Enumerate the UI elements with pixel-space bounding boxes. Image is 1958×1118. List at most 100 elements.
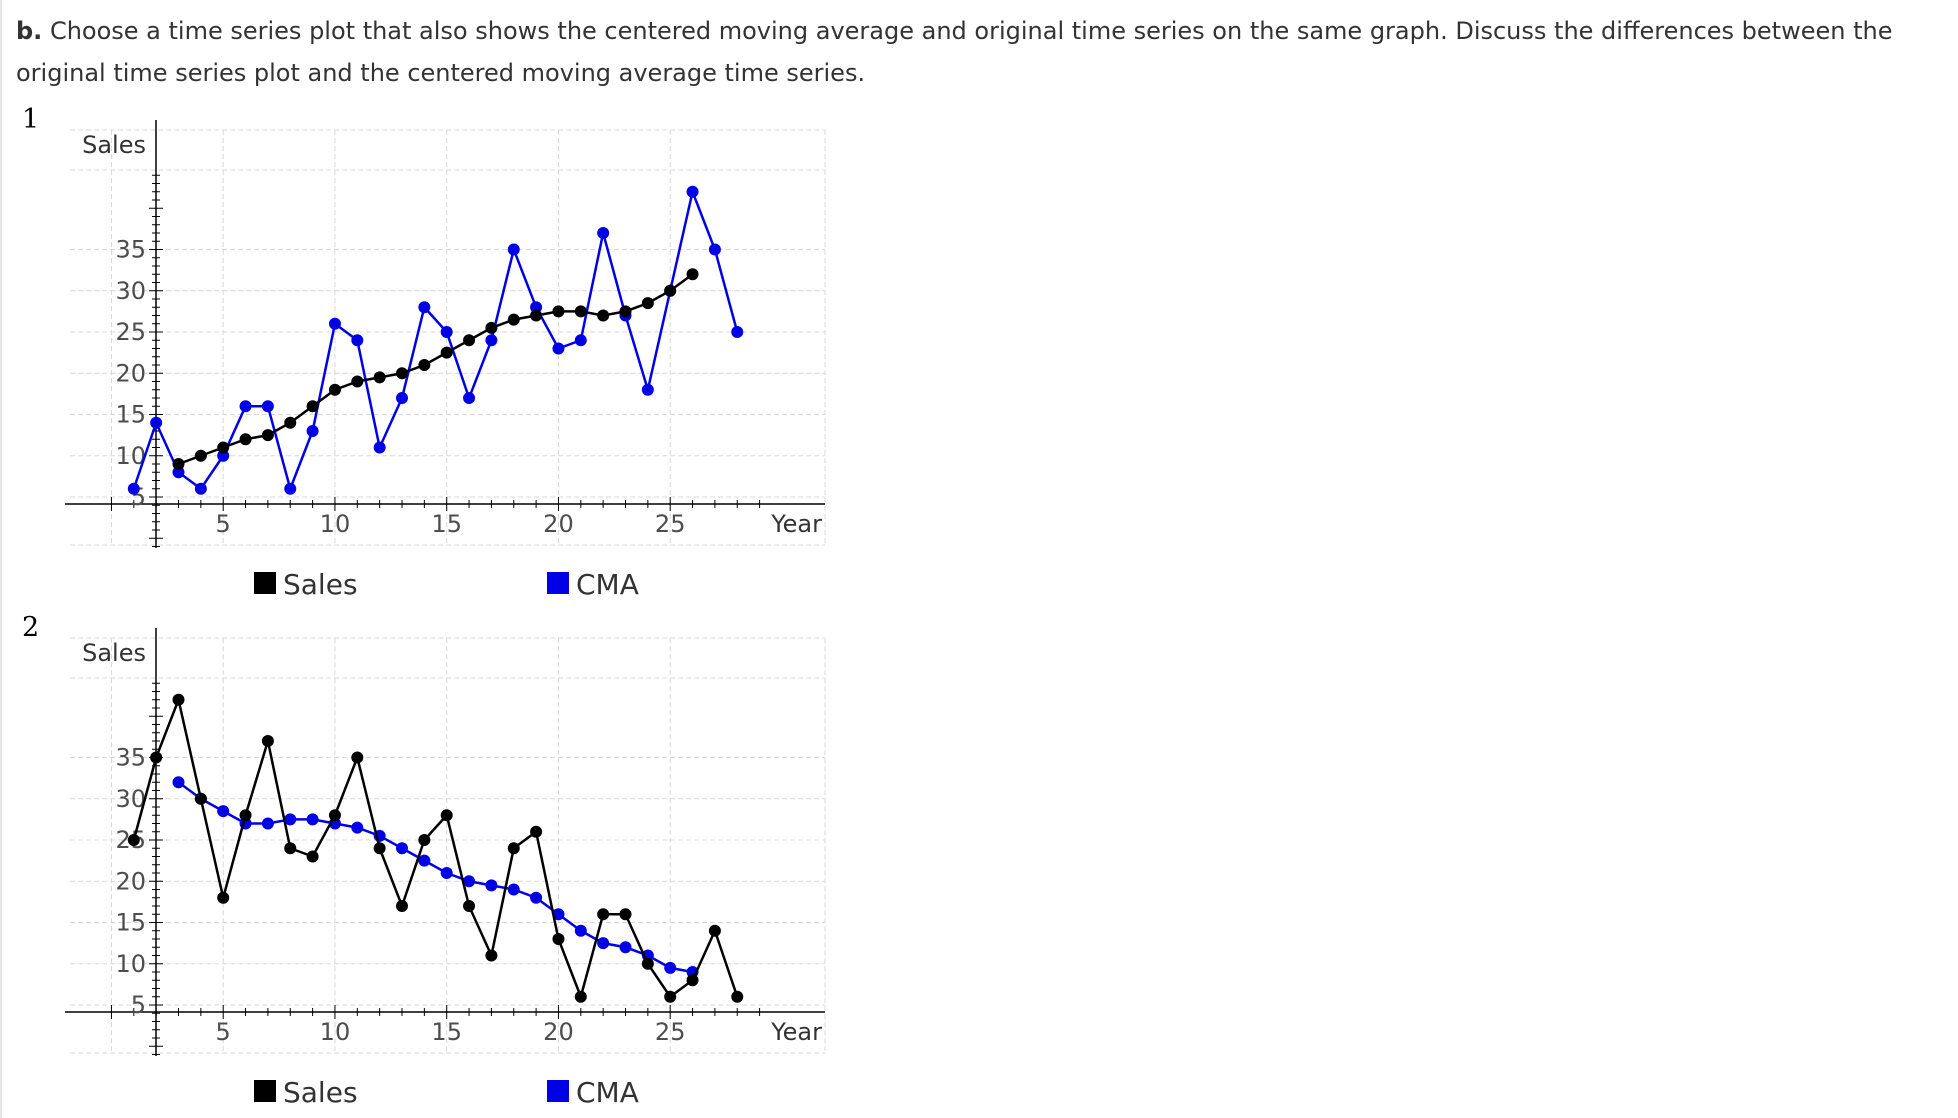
data-point-sales xyxy=(396,367,408,380)
option-number-2[interactable]: 2 xyxy=(22,612,40,643)
y-tick-label: 30 xyxy=(115,277,146,305)
data-point-sales xyxy=(373,842,386,855)
x-tick-label: 20 xyxy=(543,1018,574,1046)
data-point-sales xyxy=(485,321,498,334)
page-left-border xyxy=(0,0,2,1118)
data-point-sales xyxy=(597,309,610,322)
data-point-sales xyxy=(284,416,297,429)
data-point-cma xyxy=(284,813,297,826)
data-point-sales xyxy=(708,924,721,937)
data-point-cma xyxy=(686,185,699,198)
data-point-cma xyxy=(463,875,476,888)
data-point-sales xyxy=(328,383,341,396)
data-point-sales xyxy=(217,891,230,904)
data-point-sales xyxy=(239,433,252,446)
data-point-sales xyxy=(172,693,185,706)
data-point-cma xyxy=(261,400,274,413)
legend-label-sales: Sales xyxy=(283,568,358,601)
data-point-cma xyxy=(172,466,185,479)
x-tick-label: 15 xyxy=(431,1018,462,1046)
data-point-cma xyxy=(574,334,587,347)
data-point-cma xyxy=(306,425,319,437)
data-point-cma xyxy=(552,342,565,355)
data-point-cma xyxy=(127,482,140,495)
y-tick-label: 25 xyxy=(115,318,146,346)
data-point-sales xyxy=(574,305,587,318)
data-point-cma xyxy=(619,941,632,954)
legend-swatch-cma xyxy=(547,1080,569,1102)
data-point-cma xyxy=(574,924,587,937)
data-point-cma xyxy=(731,326,744,338)
data-point-sales xyxy=(507,842,520,855)
data-point-sales xyxy=(194,449,207,462)
series-line-cma xyxy=(132,187,739,493)
data-point-sales xyxy=(440,809,453,822)
data-point-cma xyxy=(418,301,431,314)
data-point-sales xyxy=(574,990,587,1003)
data-point-cma xyxy=(328,317,341,330)
data-point-cma xyxy=(217,449,230,462)
y-tick-label: 35 xyxy=(115,744,146,772)
data-point-cma xyxy=(485,334,498,347)
data-point-cma xyxy=(507,883,520,896)
x-tick-label: 20 xyxy=(543,510,574,538)
legend-swatch-cma xyxy=(547,572,569,594)
x-axis-title: Year xyxy=(770,510,822,538)
data-point-cma xyxy=(597,937,610,950)
x-tick-label: 5 xyxy=(216,1018,231,1046)
data-point-sales xyxy=(127,834,140,846)
data-point-cma xyxy=(150,416,163,429)
legend-swatch-sales xyxy=(254,1080,276,1102)
option-number-1[interactable]: 1 xyxy=(22,104,40,135)
data-point-sales xyxy=(552,305,565,318)
data-point-sales xyxy=(194,792,207,805)
data-point-cma xyxy=(708,243,721,256)
legend-swatch-sales xyxy=(254,572,276,594)
y-tick-label: 20 xyxy=(115,359,146,387)
data-point-sales xyxy=(306,850,319,863)
data-point-sales xyxy=(351,375,364,388)
data-point-sales xyxy=(530,825,543,838)
legend-label-cma: CMA xyxy=(576,1076,639,1109)
data-point-sales xyxy=(284,842,297,855)
question-part-label: b. xyxy=(16,17,43,45)
data-point-cma xyxy=(440,867,453,879)
data-point-cma xyxy=(284,482,297,495)
data-point-cma xyxy=(261,817,274,830)
x-tick-label: 25 xyxy=(655,1018,686,1046)
data-point-sales xyxy=(463,334,476,347)
data-point-sales xyxy=(664,990,677,1003)
data-point-sales xyxy=(172,458,185,470)
data-point-sales xyxy=(485,949,498,962)
data-point-cma xyxy=(597,227,610,239)
data-point-sales xyxy=(418,834,431,846)
data-point-cma xyxy=(351,821,364,834)
data-point-cma xyxy=(239,400,252,413)
x-tick-label: 5 xyxy=(216,510,231,538)
data-point-sales xyxy=(373,371,386,384)
data-point-sales xyxy=(664,284,677,297)
y-axis-title: Sales xyxy=(82,131,146,159)
data-point-sales xyxy=(440,346,453,359)
legend-label-sales: Sales xyxy=(283,1076,358,1109)
data-point-cma xyxy=(530,301,543,314)
data-point-sales xyxy=(686,974,699,987)
question-text: Choose a time series plot that also show… xyxy=(16,17,1893,87)
data-point-cma xyxy=(418,854,431,867)
data-point-cma xyxy=(485,879,498,892)
data-point-cma xyxy=(396,842,408,855)
y-axis-title: Sales xyxy=(82,639,146,667)
data-point-sales xyxy=(619,908,632,921)
y-tick-label: 15 xyxy=(115,401,146,429)
data-point-cma xyxy=(530,891,543,904)
series-line-cma xyxy=(177,781,693,974)
data-point-cma xyxy=(440,326,453,338)
data-point-cma xyxy=(172,776,185,789)
data-point-sales xyxy=(552,933,565,945)
x-tick-label: 15 xyxy=(431,510,462,538)
data-point-cma xyxy=(641,383,654,396)
data-point-sales xyxy=(261,429,274,442)
